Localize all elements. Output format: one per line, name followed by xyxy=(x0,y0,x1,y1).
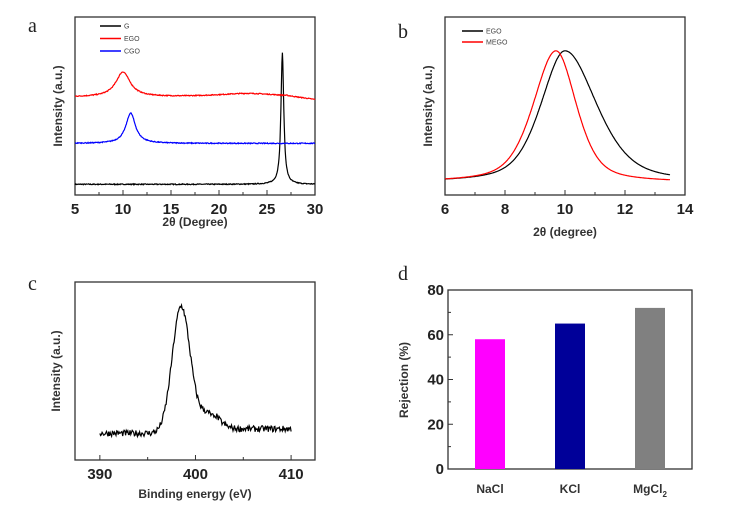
panel-a: a Intensity (a.u.) 2θ (Degree) 5 10 15 20 25 30 G… xyxy=(28,15,323,229)
series-line-CGO xyxy=(74,112,316,145)
category-label: KCl xyxy=(560,482,581,496)
x-tick-label: 20 xyxy=(211,201,228,218)
plot-frame xyxy=(74,16,316,196)
x-tick-label: 5 xyxy=(71,201,79,218)
y-axis-label: Rejection (%) xyxy=(397,342,411,418)
y-axis-label: Intensity (a.u.) xyxy=(49,330,63,411)
x-tick-label: 12 xyxy=(617,201,634,218)
x-axis-label: 2θ (Degree) xyxy=(162,215,227,229)
x-tick-label: 10 xyxy=(115,201,132,218)
panel-label: a xyxy=(28,15,37,37)
y-tick-label: 0 xyxy=(436,461,444,478)
x-tick-label: 15 xyxy=(163,201,180,218)
bar-MgCl2 xyxy=(635,307,665,469)
x-tick-label: 390 xyxy=(87,466,112,483)
series-line-EGO xyxy=(445,50,671,180)
legend-label: MEGO xyxy=(486,40,508,47)
x-tick-label: 30 xyxy=(307,201,324,218)
panel-label: d xyxy=(398,263,408,285)
bar-KCl xyxy=(555,323,585,469)
series-line-EGO xyxy=(75,71,316,101)
panel-b: b Intensity (a.u.) 2θ (degree) 6 8 10 12 14 EGO M… xyxy=(398,16,694,239)
x-tick-label: 410 xyxy=(279,466,304,483)
x-tick-label: 10 xyxy=(557,201,574,218)
y-axis-label: Intensity (a.u.) xyxy=(51,65,65,146)
panel-label: b xyxy=(398,21,408,43)
panel-c: c Intensity (a.u.) Binding energy (eV) 390 4… xyxy=(28,273,316,501)
panel-label: c xyxy=(28,273,37,295)
panel-d: d Rejection (%) 0 20 40 60 80 NaCl KCl MgCl2 xyxy=(397,263,693,499)
x-axis-label: Binding energy (eV) xyxy=(138,487,251,501)
legend-label: G xyxy=(124,24,129,31)
category-label: NaCl xyxy=(476,482,503,496)
series-line-G xyxy=(74,52,316,186)
y-tick-label: 60 xyxy=(427,327,444,344)
legend-label: EGO xyxy=(124,36,140,43)
legend-label: EGO xyxy=(486,29,502,36)
x-tick-label: 25 xyxy=(259,201,276,218)
category-label: MgCl2 xyxy=(633,482,667,499)
y-tick-label: 20 xyxy=(427,416,444,433)
y-axis-label: Intensity (a.u.) xyxy=(421,65,435,146)
x-axis-label: 2θ (degree) xyxy=(533,225,597,239)
x-tick-label: 6 xyxy=(441,201,449,218)
legend-label: CGO xyxy=(124,49,141,56)
y-tick-label: 80 xyxy=(427,282,444,299)
series-line-MEGO xyxy=(444,50,670,181)
plot-frame xyxy=(444,16,686,196)
series-line-spectrum xyxy=(99,302,292,439)
x-tick-label: 400 xyxy=(183,466,208,483)
x-tick-label: 8 xyxy=(501,201,509,218)
y-tick-label: 40 xyxy=(427,372,444,389)
x-tick-label: 14 xyxy=(677,201,694,218)
bar-NaCl xyxy=(475,339,505,469)
